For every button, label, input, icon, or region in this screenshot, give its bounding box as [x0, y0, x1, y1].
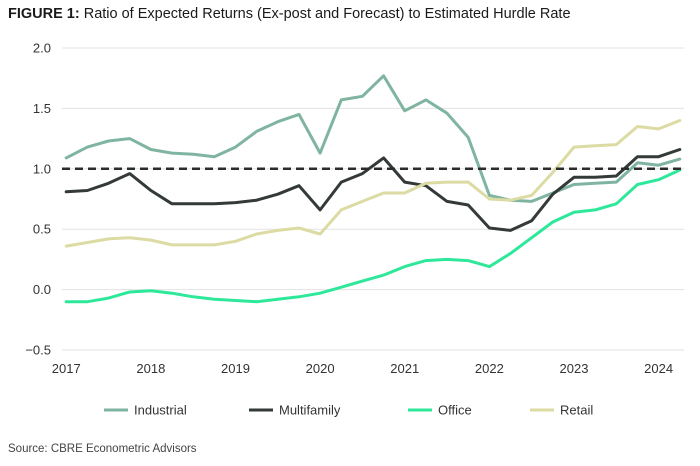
- series-line-office: [64, 168, 682, 304]
- y-tick-label: 0.5: [33, 222, 51, 237]
- x-tick-label: 2023: [560, 361, 589, 376]
- x-tick-label: 2020: [306, 361, 335, 376]
- y-tick-label: 1.0: [33, 161, 51, 176]
- chart-title-lead: FIGURE 1:: [8, 6, 80, 22]
- x-tick-label: 2017: [52, 361, 81, 376]
- legend-label-office: Office: [438, 403, 472, 418]
- chart-title: FIGURE 1: Ratio of Expected Returns (Ex-…: [8, 6, 571, 22]
- series-line-multifamily: [64, 148, 682, 232]
- legend-label-multifamily: Multifamily: [279, 403, 341, 418]
- series-line-retail: [64, 119, 682, 248]
- x-tick-label: 2024: [644, 361, 673, 376]
- chart-title-text: Ratio of Expected Returns (Ex-post and F…: [79, 6, 571, 22]
- y-tick-label: 1.5: [33, 101, 51, 116]
- legend-label-retail: Retail: [560, 403, 593, 418]
- x-tick-label: 2018: [136, 361, 165, 376]
- x-tick-label: 2021: [390, 361, 419, 376]
- y-tick-label: 2.0: [33, 41, 51, 56]
- x-tick-label: 2019: [221, 361, 250, 376]
- series-line-industrial: [64, 74, 682, 203]
- legend-label-industrial: Industrial: [134, 403, 187, 418]
- y-tick-label: −0.5: [25, 343, 51, 358]
- x-tick-label: 2022: [475, 361, 504, 376]
- y-tick-label: 0.0: [33, 282, 51, 297]
- source-note: Source: CBRE Econometric Advisors: [8, 443, 197, 455]
